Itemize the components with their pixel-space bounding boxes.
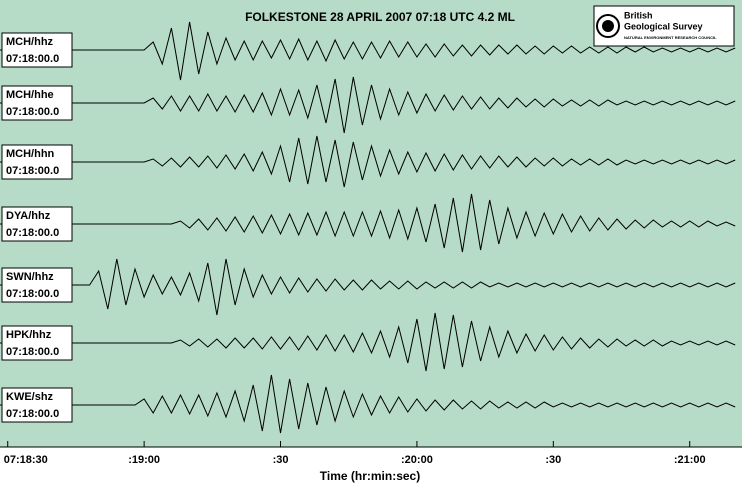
- x-tick-label: :30: [545, 454, 561, 466]
- trace-name: MCH/hhz: [6, 36, 54, 48]
- x-tick-label: :21:00: [674, 454, 706, 466]
- trace-start: 07:18:00.0: [6, 346, 59, 358]
- trace-name: KWE/shz: [6, 391, 54, 403]
- x-axis-label: Time (hr:min:sec): [320, 469, 420, 483]
- trace-label-box: [1, 144, 73, 180]
- logo-text: British: [624, 10, 653, 20]
- x-axis: 07:18:30 :19:00 :30 :20:00 :30 :21:00: [0, 441, 742, 466]
- trace-label-box: [1, 85, 73, 121]
- trace-start: 07:18:00.0: [6, 165, 59, 177]
- trace-label-box: [1, 32, 73, 68]
- trace-start: 07:18:00.0: [6, 106, 59, 118]
- logo-text: Geological Survey: [624, 21, 703, 31]
- trace-labels: MCH/hhz 07:18:00.0 MCH/hhe 07:18:00.0 MCH/hh…: [1, 32, 73, 423]
- x-tick-label: 07:18:30: [4, 454, 48, 466]
- waveform: [0, 135, 736, 188]
- logo-text: NATURAL ENVIRONMENT RESEARCH COUNCIL: [624, 35, 717, 40]
- x-tick-label: :19:00: [128, 454, 160, 466]
- trace-name: SWN/hhz: [6, 271, 54, 283]
- trace-label-box: [1, 267, 73, 303]
- trace-name: DYA/hhz: [6, 210, 51, 222]
- trace-label-box: [1, 387, 73, 423]
- trace-start: 07:18:00.0: [6, 227, 59, 239]
- trace-start: 07:18:00.0: [6, 288, 59, 300]
- trace-label-box: [1, 206, 73, 242]
- logo: British Geological Survey NATURAL ENVIRO…: [593, 5, 735, 47]
- waveform: [0, 193, 736, 253]
- waveform: [0, 312, 736, 372]
- waveform: [0, 76, 736, 134]
- traces: [0, 21, 736, 434]
- chart-title: FOLKESTONE 28 APRIL 2007 07:18 UTC 4.2 M…: [245, 10, 515, 24]
- logo-emblem-core: [602, 20, 614, 32]
- trace-start: 07:18:00.0: [6, 53, 59, 65]
- trace-name: MCH/hhn: [6, 148, 55, 160]
- trace-name: HPK/hhz: [6, 329, 52, 341]
- waveform: [0, 258, 736, 316]
- x-tick-label: :20:00: [401, 454, 433, 466]
- trace-label-box: [1, 325, 73, 361]
- trace-name: MCH/hhe: [6, 89, 54, 101]
- trace-start: 07:18:00.0: [6, 408, 59, 420]
- waveform: [0, 21, 736, 81]
- waveform: [0, 374, 736, 434]
- x-tick-label: :30: [273, 454, 289, 466]
